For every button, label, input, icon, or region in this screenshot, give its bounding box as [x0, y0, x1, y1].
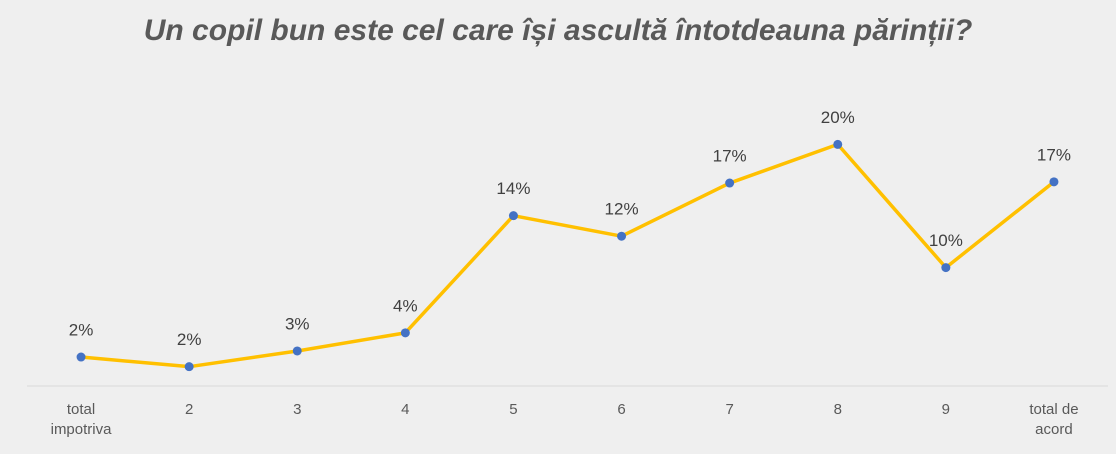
x-tick-label: 8	[833, 401, 842, 418]
marker	[400, 328, 410, 338]
marker	[76, 352, 86, 362]
marker	[833, 139, 843, 149]
x-tick-label: total de acord	[1029, 401, 1079, 438]
x-tick-label: total impotriva	[50, 401, 112, 438]
data-label: 2%	[69, 320, 94, 339]
x-tick-label: 4	[401, 401, 410, 418]
data-label: 17%	[713, 147, 747, 166]
data-label: 2%	[177, 330, 202, 349]
x-tick-label: 3	[293, 401, 302, 418]
marker	[941, 263, 951, 273]
data-label: 4%	[393, 296, 418, 315]
data-label: 14%	[496, 179, 530, 198]
x-tick-label: 7	[725, 401, 734, 418]
marker	[508, 211, 518, 221]
line	[80, 142, 1056, 369]
marker	[617, 231, 627, 241]
data-label: 17%	[1037, 145, 1071, 164]
marker	[184, 362, 194, 372]
x-tick-label: 5	[509, 401, 518, 418]
chart-title: Un copil bun este cel care își ascultă î…	[143, 14, 973, 47]
x-tick-label: 6	[617, 401, 626, 418]
data-label: 12%	[605, 200, 639, 219]
data-label: 10%	[929, 231, 963, 250]
x-tick-label: 9	[941, 401, 951, 418]
x-tick-label: 2	[184, 401, 194, 418]
data-label: 20%	[821, 108, 855, 127]
marker	[725, 178, 735, 188]
data-label: 3%	[285, 314, 310, 333]
marker	[292, 346, 302, 356]
marker	[1049, 177, 1059, 187]
